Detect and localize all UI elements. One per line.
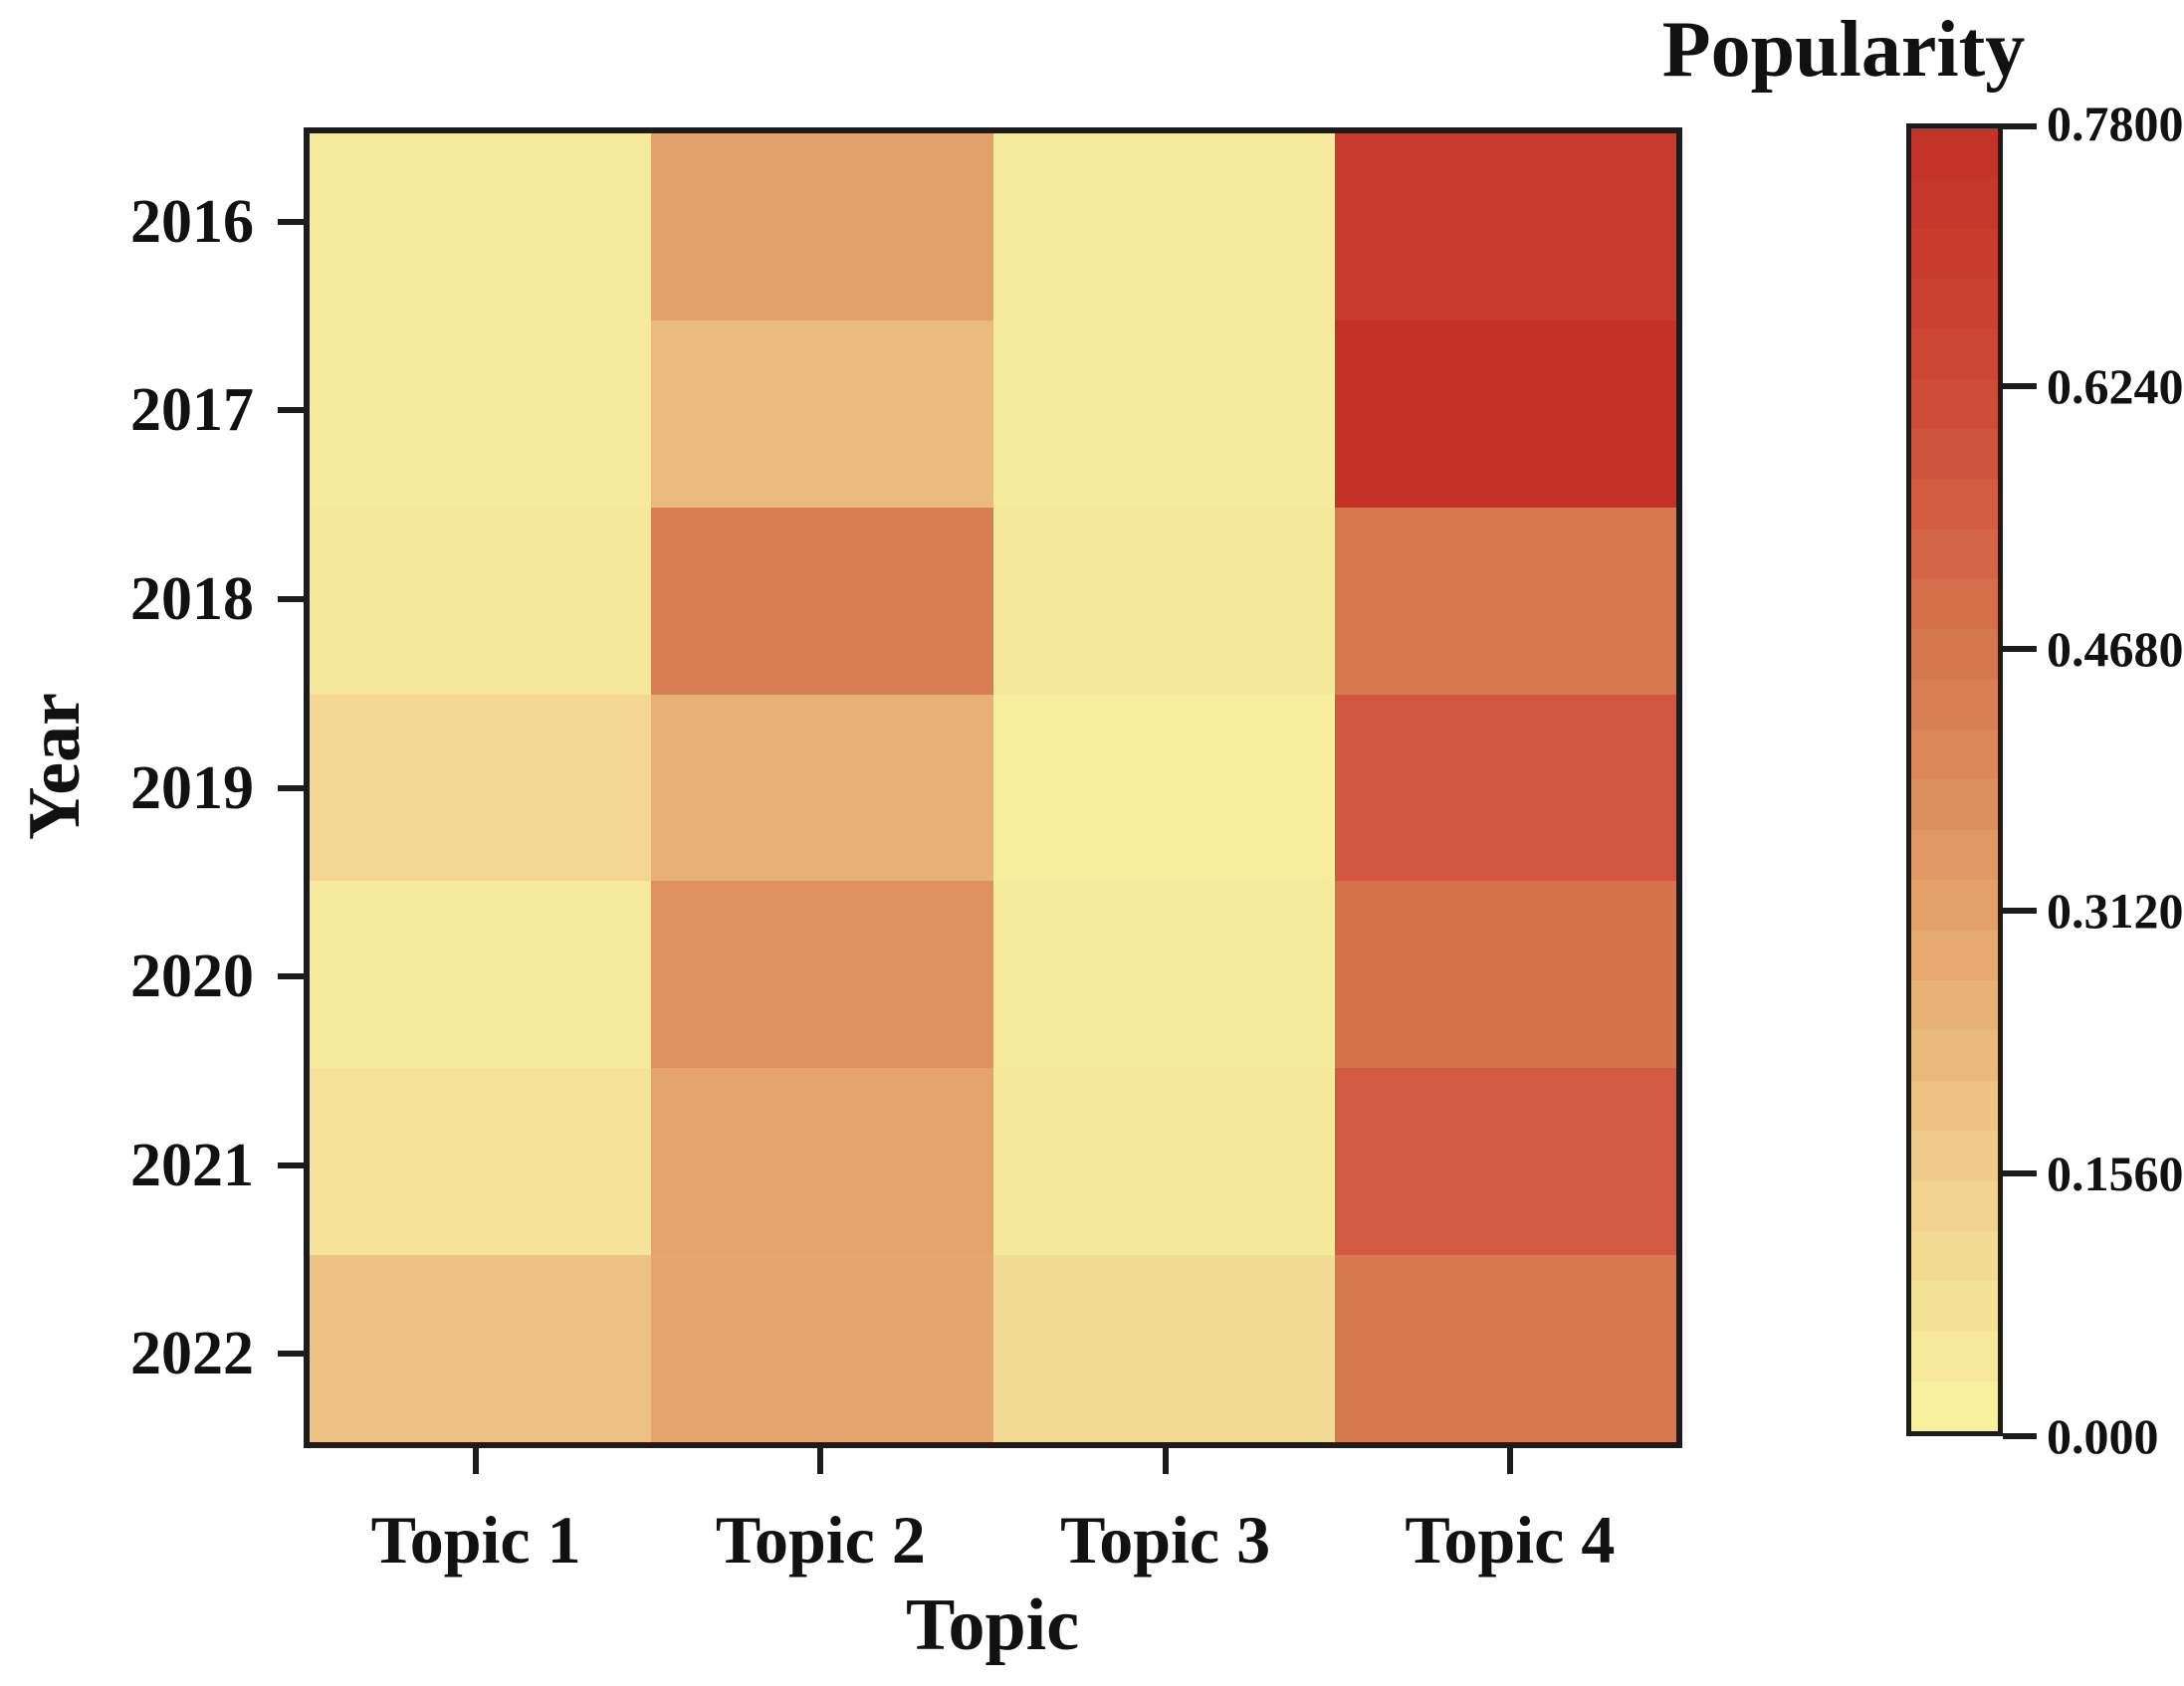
y-tick-label-2021: 2021 [130, 1131, 254, 1199]
y-tick-mark [278, 407, 304, 414]
colorbar-band [1911, 779, 1998, 830]
colorbar-band [1911, 128, 1998, 179]
colorbar-band [1911, 1180, 1998, 1231]
x-tick-mark [817, 1448, 824, 1474]
colorbar-band [1911, 829, 1998, 881]
colorbar-tick-label-0.4680: 0.4680 [2047, 620, 2184, 677]
colorbar-band [1911, 629, 1998, 680]
heatmap-cell-2017-topic-3 [992, 319, 1335, 508]
colorbar-tick-mark [2003, 1170, 2037, 1177]
heatmap-cell-2018-topic-3 [992, 507, 1335, 695]
y-tick-mark [278, 1161, 304, 1168]
heatmap-cell-2021-topic-4 [1334, 1068, 1676, 1256]
colorbar-band [1911, 279, 1998, 329]
colorbar-tick-label-0.7800: 0.7800 [2047, 96, 2184, 151]
colorbar-band [1911, 328, 1998, 379]
colorbar-band [1911, 178, 1998, 229]
y-tick-mark [278, 973, 304, 980]
y-tick-label-2022: 2022 [130, 1320, 254, 1388]
heatmap-cell-2018-topic-1 [310, 507, 652, 695]
heatmap-cell-2017-topic-2 [651, 319, 993, 508]
colorbar-tick-mark [2003, 645, 2037, 652]
colorbar-band [1911, 930, 1998, 980]
heatmap-cell-2019-topic-4 [1334, 694, 1676, 882]
y-tick-mark [278, 595, 304, 602]
x-tick-mark [1506, 1448, 1513, 1474]
heatmap-cell-2022-topic-3 [992, 1255, 1335, 1442]
colorbar-band [1911, 880, 1998, 931]
y-tick-label-2017: 2017 [130, 376, 254, 445]
x-tick-label-topic-3: Topic 3 [1060, 1502, 1271, 1578]
colorbar-band [1911, 1280, 1998, 1332]
colorbar-band [1911, 378, 1998, 430]
heatmap-cell-2016-topic-4 [1334, 133, 1676, 320]
heatmap-cell-2019-topic-1 [310, 694, 652, 882]
x-tick-mark [1162, 1448, 1169, 1474]
heatmap-cell-2022-topic-4 [1334, 1255, 1676, 1442]
heatmap-cell-2016-topic-1 [310, 133, 652, 320]
colorbar-band [1911, 479, 1998, 529]
x-tick-label-topic-1: Topic 1 [370, 1502, 581, 1578]
colorbar-tick-mark [2003, 1433, 2037, 1439]
colorbar-tick-mark [2003, 123, 2037, 129]
heatmap-cell-2019-topic-3 [992, 694, 1335, 882]
colorbar-tick-label-0.1560: 0.1560 [2047, 1146, 2184, 1202]
y-tick-label-2020: 2020 [130, 943, 254, 1011]
colorbar-tick-label-0.6240: 0.6240 [2047, 357, 2184, 414]
heatmap-cell-2021-topic-1 [310, 1068, 652, 1256]
heatmap-cell-2016-topic-3 [992, 133, 1335, 320]
y-tick-mark [278, 784, 304, 791]
heatmap-cell-2021-topic-2 [651, 1068, 993, 1256]
heatmap-cell-2020-topic-3 [992, 881, 1335, 1069]
colorbar [1906, 123, 2003, 1436]
x-axis-label: Topic [905, 1584, 1080, 1666]
y-tick-label-2018: 2018 [130, 564, 254, 633]
colorbar-tick-mark [2003, 908, 2037, 915]
y-tick-mark [278, 1351, 304, 1358]
heatmap-cell-2022-topic-1 [310, 1255, 652, 1442]
colorbar-band [1911, 1030, 1998, 1081]
x-tick-mark [473, 1448, 480, 1474]
heatmap-cell-2022-topic-2 [651, 1255, 993, 1442]
colorbar-band [1911, 1380, 1998, 1431]
heatmap-cell-2019-topic-2 [651, 694, 993, 882]
colorbar-title: Popularity [1661, 6, 2026, 94]
heatmap-cell-2020-topic-2 [651, 881, 993, 1069]
colorbar-band [1911, 1080, 1998, 1131]
colorbar-band [1911, 429, 1998, 480]
heatmap-cell-2020-topic-1 [310, 881, 652, 1069]
heatmap [310, 133, 1676, 1442]
y-tick-label-2019: 2019 [130, 753, 254, 822]
y-tick-mark [278, 218, 304, 225]
colorbar-band [1911, 579, 1998, 630]
colorbar-tick-mark [2003, 382, 2037, 389]
x-tick-label-topic-2: Topic 2 [715, 1502, 926, 1578]
colorbar-band [1911, 1130, 1998, 1181]
y-tick-label-2016: 2016 [130, 187, 254, 256]
colorbar-band [1911, 228, 1998, 280]
colorbar-band [1911, 730, 1998, 780]
heatmap-cell-2021-topic-3 [992, 1068, 1335, 1256]
colorbar-band [1911, 979, 1998, 1031]
heatmap-cell-2018-topic-4 [1334, 507, 1676, 695]
heatmap-cell-2016-topic-2 [651, 133, 993, 320]
colorbar-band [1911, 528, 1998, 580]
heatmap-plot-frame [304, 127, 1682, 1448]
heatmap-cell-2020-topic-4 [1334, 881, 1676, 1069]
heatmap-cell-2017-topic-4 [1334, 319, 1676, 508]
heatmap-cell-2018-topic-2 [651, 507, 993, 695]
colorbar-band [1911, 1230, 1998, 1281]
heatmap-cell-2017-topic-1 [310, 319, 652, 508]
colorbar-band [1911, 679, 1998, 731]
colorbar-tick-label-0.3120: 0.3120 [2047, 883, 2184, 940]
colorbar-tick-label-0.000: 0.000 [2047, 1408, 2159, 1464]
x-tick-label-topic-4: Topic 4 [1405, 1502, 1616, 1578]
colorbar-band [1911, 1331, 1998, 1381]
